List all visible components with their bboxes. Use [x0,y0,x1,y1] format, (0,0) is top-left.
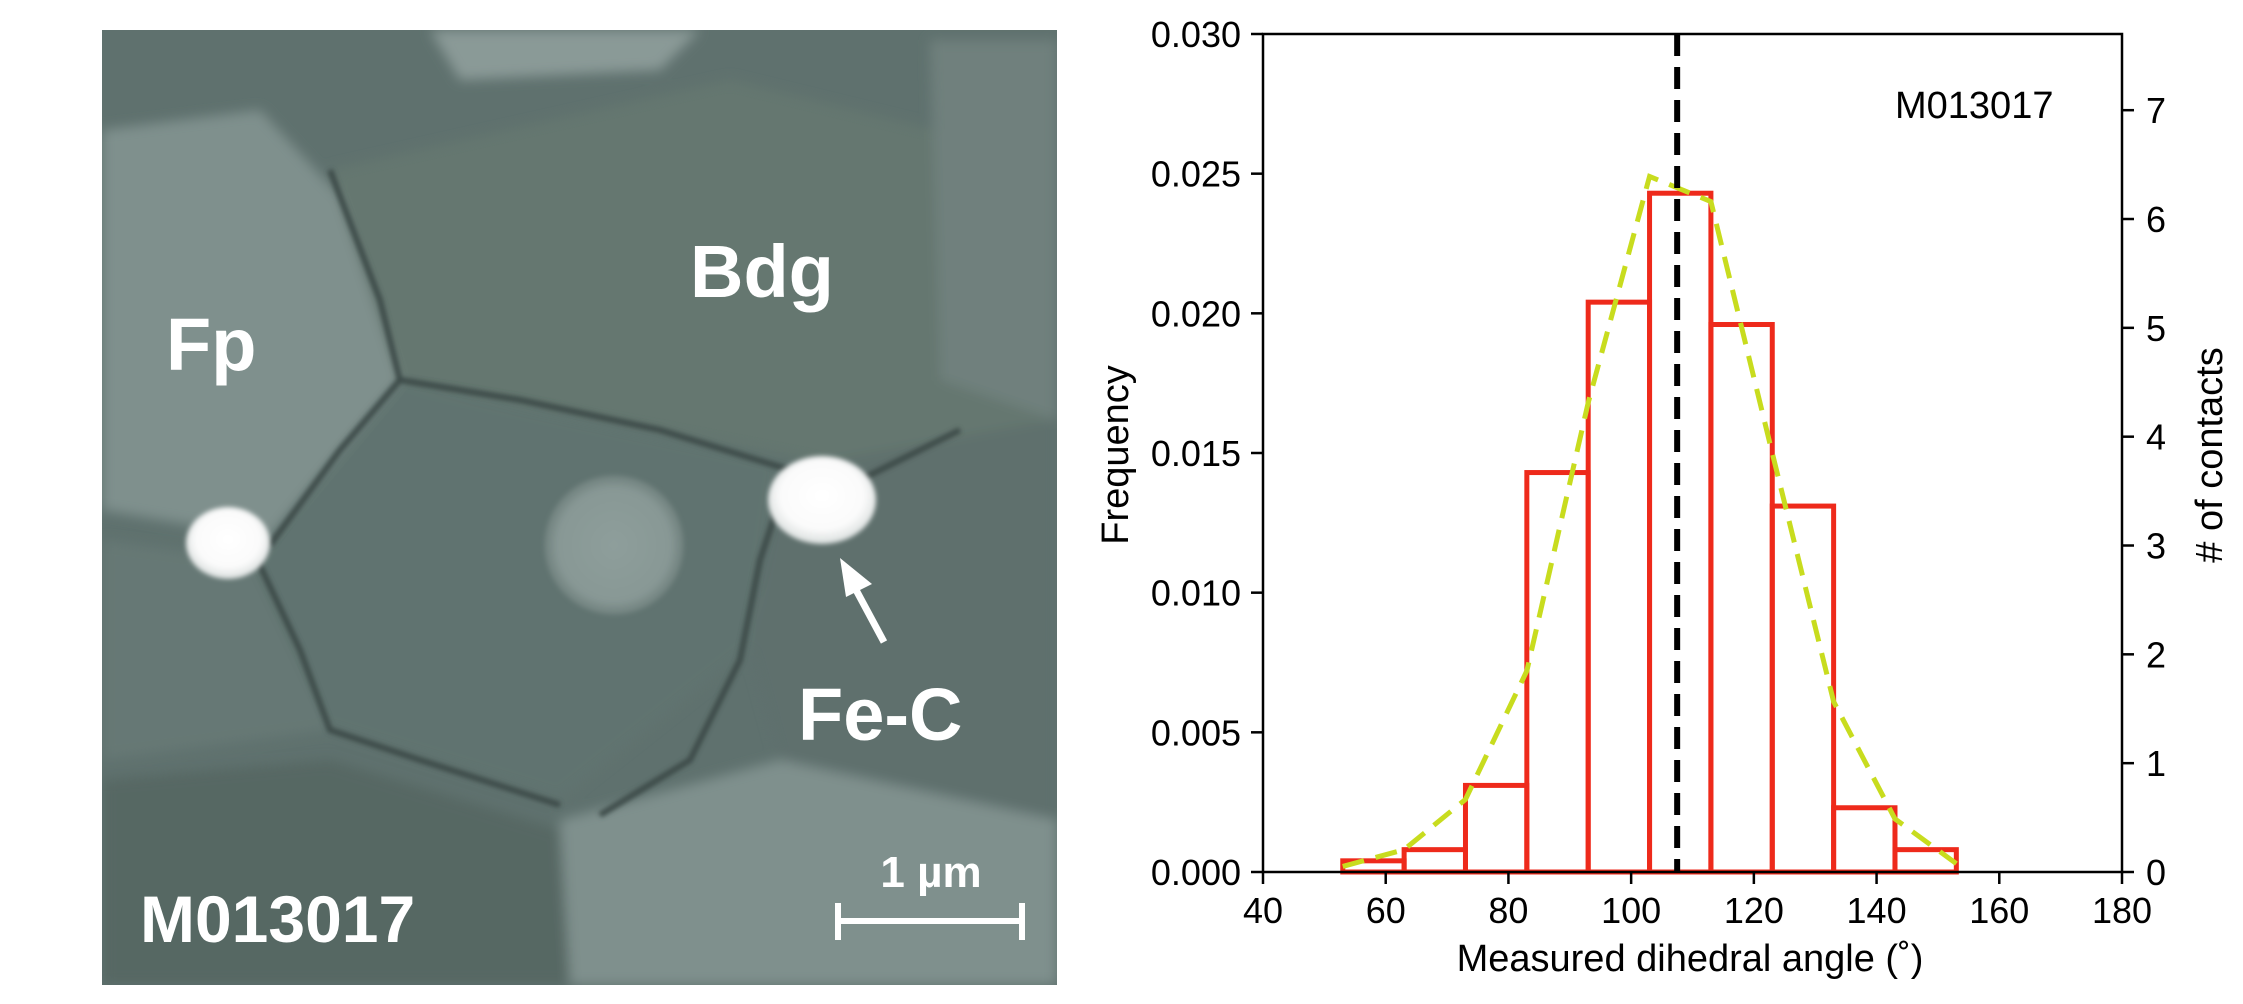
fit-curve-layer [1342,173,1958,869]
x-axis-ticks: 40 60 80 100 120 140 160 180 [1243,872,2152,931]
histogram-bars [1340,190,1959,875]
label-sample-id: M013017 [140,882,415,956]
y-axis-ticks: 0.000 0.005 0.010 0.015 0.020 0.025 0.030 [1151,14,1263,893]
plot-frame [1261,32,2124,874]
histogram-bar [1462,782,1530,875]
y-tick-label: 0.020 [1151,293,1241,334]
x-tick-label: 160 [1969,890,2029,931]
y-tick-label: 0.010 [1151,573,1241,614]
fp-grain-region [102,110,400,540]
histogram-chart: 40 60 80 100 120 140 160 180 0.0000.0050.0100.0… [1095,14,2231,980]
y-tick-label: 0.000 [1151,852,1241,893]
y-right-tick-label: 4 [2146,417,2166,458]
chart-annotation: M013017 [1895,85,2053,127]
scale-bar-label: 1 µm [880,848,981,897]
x-tick-label: 40 [1243,890,1283,931]
y-right-tick-label: 6 [2146,199,2166,240]
bdg-grain-region [330,80,1057,470]
y-tick-label: 0.025 [1151,154,1241,195]
y-right-tick-label: 3 [2146,526,2166,567]
y-right-tick-label: 7 [2146,90,2166,131]
y-right-axis-ticks: 0 1 2 3 4 5 6 7 [2122,90,2166,893]
grain-region [102,540,330,760]
histogram-bar [1647,190,1714,875]
fe-c-inclusion [186,507,270,579]
y-axis-label: Frequency [1095,365,1137,545]
x-tick-label: 60 [1366,890,1406,931]
grain-region [430,30,700,80]
fit-curve [1342,173,1958,869]
x-tick-label: 120 [1724,890,1784,931]
x-tick-label: 180 [2092,890,2152,931]
grain-region [102,760,570,985]
label-bdg: Bdg [690,230,834,313]
grain-region [560,760,1057,985]
y-tick-label: 0.030 [1151,14,1241,55]
grain-boundaries [252,168,962,818]
fe-c-inclusion [768,456,876,544]
arrow-icon [840,558,888,644]
x-tick-label: 100 [1601,890,1661,931]
y-tick-label: 0.005 [1151,712,1241,753]
histogram-bar [1401,847,1468,875]
label-fp: Fp [166,303,256,386]
y-right-tick-label: 5 [2146,308,2166,349]
y-right-tick-label: 0 [2146,852,2166,893]
histogram-bar [1892,847,1959,875]
y-right-tick-label: 1 [2146,743,2166,784]
y-right-tick-label: 2 [2146,634,2166,675]
scale-bar [835,903,1025,940]
grain-region [930,40,1057,420]
sem-micrograph: Fp Bdg Fe-C M013017 1 µm [102,30,1057,985]
x-tick-label: 80 [1488,890,1528,931]
histogram-bar [1585,299,1653,875]
histogram-bar [1831,805,1898,875]
x-tick-label: 140 [1847,890,1907,931]
round-grain [544,475,684,615]
label-fe-c: Fe-C [798,673,962,756]
y-tick-label: 0.015 [1151,433,1241,474]
y-right-axis-label: # of contacts [2189,347,2231,562]
histogram-bar [1769,503,1837,875]
x-axis-label: Measured dihedral angle (˚) [1457,938,1924,980]
